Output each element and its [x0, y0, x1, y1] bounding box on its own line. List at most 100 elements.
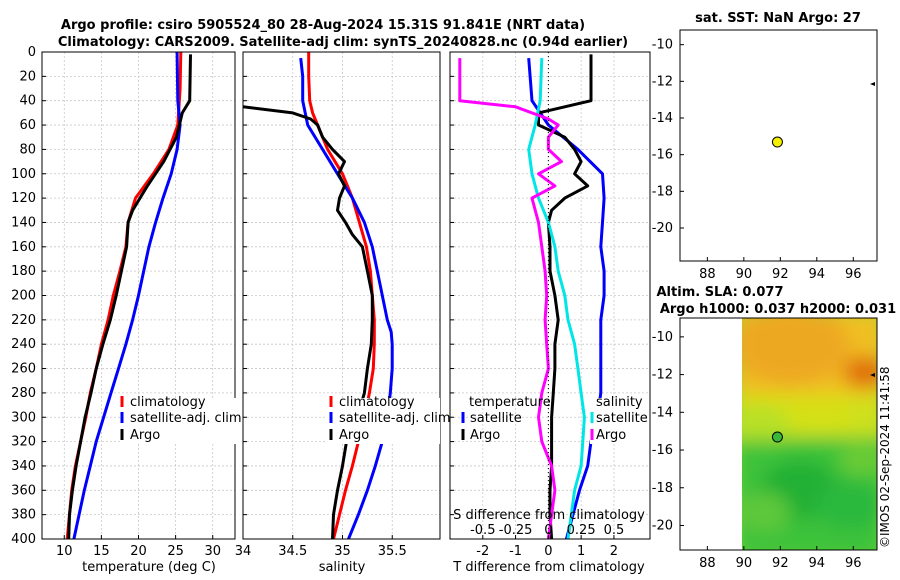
map-y-tick-label: -16: [652, 148, 673, 163]
x-tick-label: 0: [544, 544, 552, 559]
series-line-satellite-adj-clim: [299, 57, 394, 539]
depth-tick-label: 380: [11, 508, 36, 523]
sst-map-marks: [771, 136, 783, 148]
map-x-tick-label: 88: [699, 267, 716, 282]
temperature-legend: climatology satellite-adj. clim Argo: [120, 395, 242, 444]
difference-panel: -2 -1 0 1 2 -0.5 -0.25 0 0.25 0.5 S difference fr…: [449, 51, 651, 575]
depth-tick-label: 80: [19, 142, 36, 157]
depth-tick-label: 320: [11, 435, 36, 450]
sst-map-title: sat. SST: NaN Argo: 27: [695, 11, 861, 26]
x-tick-label: -2: [476, 544, 489, 559]
salinity-legend: climatology satellite-adj. clim Argo: [327, 395, 451, 444]
altimetry-map-panel: Altim. SLA: 0.077 Argo h1000: 0.037 h200…: [652, 285, 896, 571]
depth-tick-label: 260: [11, 362, 36, 377]
s-tick-label: 0: [544, 523, 552, 538]
legend-label-climatology: climatology: [130, 395, 206, 410]
x-tick-label: 34: [235, 544, 252, 559]
temperature-ticks: 0 20 40 60 80 100 120 140 160 180 200 220 240 260 280 3…: [11, 45, 221, 559]
x-tick-label: 10: [56, 544, 73, 559]
legend-header-temperature: temperature: [469, 395, 551, 410]
legend-label-climatology: climatology: [339, 395, 415, 410]
temperature-frame: [41, 51, 236, 540]
x-tick-label: -1: [509, 544, 522, 559]
map-y-tick-label: -10: [652, 38, 673, 53]
map-x-tick-label: 92: [772, 267, 789, 282]
imos-timestamp: ©IMOS 02-Sep-2024 11:41:58: [878, 366, 892, 548]
temperature-xlabel: temperature (deg C): [82, 560, 216, 575]
map-x-tick-label: 92: [772, 556, 789, 571]
altimetry-map-marks: [771, 431, 783, 443]
map-x-tick-label: 88: [699, 556, 716, 571]
series-line-satellite-adj-clim: [72, 52, 182, 539]
x-tick-label: 30: [204, 544, 221, 559]
x-tick-label: 34.5: [278, 544, 307, 559]
depth-tick-label: 60: [19, 118, 36, 133]
difference-legend-temperature: temperature satellite Argo: [461, 395, 551, 443]
s-tick-label: -0.25: [499, 523, 533, 538]
map-y-tick-label: -16: [652, 443, 673, 458]
title-line-1: Argo profile: csiro 5905524_80 28-Aug-20…: [61, 18, 585, 33]
x-tick-label: 35: [334, 544, 351, 559]
x-tick-label: 25: [167, 544, 184, 559]
legend-label-satellite: satellite-adj. clim: [339, 411, 451, 426]
depth-tick-label: 120: [11, 191, 36, 206]
s-tick-label: 0.25: [567, 523, 596, 538]
altimetry-heatmap: [742, 318, 877, 550]
x-tick-label: 2: [610, 544, 618, 559]
legend-label-t-argo: Argo: [470, 428, 500, 443]
depth-tick-label: 220: [11, 313, 36, 328]
argo-position-marker: [771, 136, 783, 148]
salinity-ticks: 34 34.5 35 35.5: [235, 51, 407, 559]
series-line-t-satellite: [527, 57, 606, 539]
map-y-tick-label: -14: [652, 405, 673, 420]
map-y-tick-label: -12: [652, 74, 673, 89]
series-line-s-argo: [458, 58, 563, 539]
series-line-argo: [243, 105, 374, 539]
map-x-tick-label: 90: [736, 267, 753, 282]
temperature-legend-bg: [120, 398, 238, 444]
x-tick-label: 15: [93, 544, 110, 559]
depth-tick-label: 360: [11, 483, 36, 498]
depth-tick-label: 280: [11, 386, 36, 401]
map-y-tick-label: -20: [652, 221, 673, 236]
depth-tick-label: 340: [11, 459, 36, 474]
map-y-tick-label: -20: [652, 518, 673, 533]
difference-lines: [458, 52, 606, 539]
salinity-frame: [242, 51, 441, 540]
altimetry-title-line-1: Altim. SLA: 0.077: [657, 285, 784, 300]
argo-position-marker: [771, 431, 783, 443]
s-tick-label: -0.5: [470, 523, 495, 538]
depth-tick-label: 40: [19, 94, 36, 109]
salinity-lines: [243, 52, 394, 539]
s-tick-label: 0.5: [604, 523, 625, 538]
legend-label-s-argo: Argo: [596, 428, 626, 443]
t-difference-xlabel: T difference from climatology: [452, 560, 645, 575]
legend-label-argo: Argo: [130, 428, 160, 443]
difference-frame: [449, 51, 651, 540]
series-line-s-satellite: [527, 58, 586, 539]
series-line-argo: [67, 54, 192, 539]
altimetry-map-frame: [679, 317, 878, 551]
x-tick-label: 35.5: [378, 544, 407, 559]
sst-map-edge-marker: [870, 82, 875, 86]
depth-tick-label: 160: [11, 240, 36, 255]
difference-legend-salinity: salinity satellite Argo: [590, 395, 648, 444]
altimetry-title-line-2: Argo h1000: 0.037 h2000: 0.031: [660, 302, 896, 317]
map-x-tick-label: 96: [845, 556, 862, 571]
map-x-tick-label: 94: [809, 556, 826, 571]
salinity-xlabel: salinity: [319, 560, 366, 575]
map-x-tick-label: 90: [736, 556, 753, 571]
title-line-2: Climatology: CARS2009. Satellite-adj cli…: [58, 35, 628, 50]
depth-tick-label: 180: [11, 264, 36, 279]
depth-tick-label: 240: [11, 337, 36, 352]
altimetry-map-edge-marker: [870, 373, 875, 377]
map-y-tick-label: -14: [652, 111, 673, 126]
temperature-panel: 0 20 40 60 80 100 120 140 160 180 200 220 240 260 280 3…: [11, 45, 241, 575]
salinity-legend-bg: [327, 398, 440, 444]
depth-tick-label: 200: [11, 289, 36, 304]
depth-tick-label: 140: [11, 215, 36, 230]
depth-tick-label: 100: [11, 167, 36, 182]
map-y-tick-label: -18: [652, 481, 673, 496]
legend-label-satellite: satellite-adj. clim: [130, 411, 242, 426]
map-x-tick-label: 96: [845, 267, 862, 282]
